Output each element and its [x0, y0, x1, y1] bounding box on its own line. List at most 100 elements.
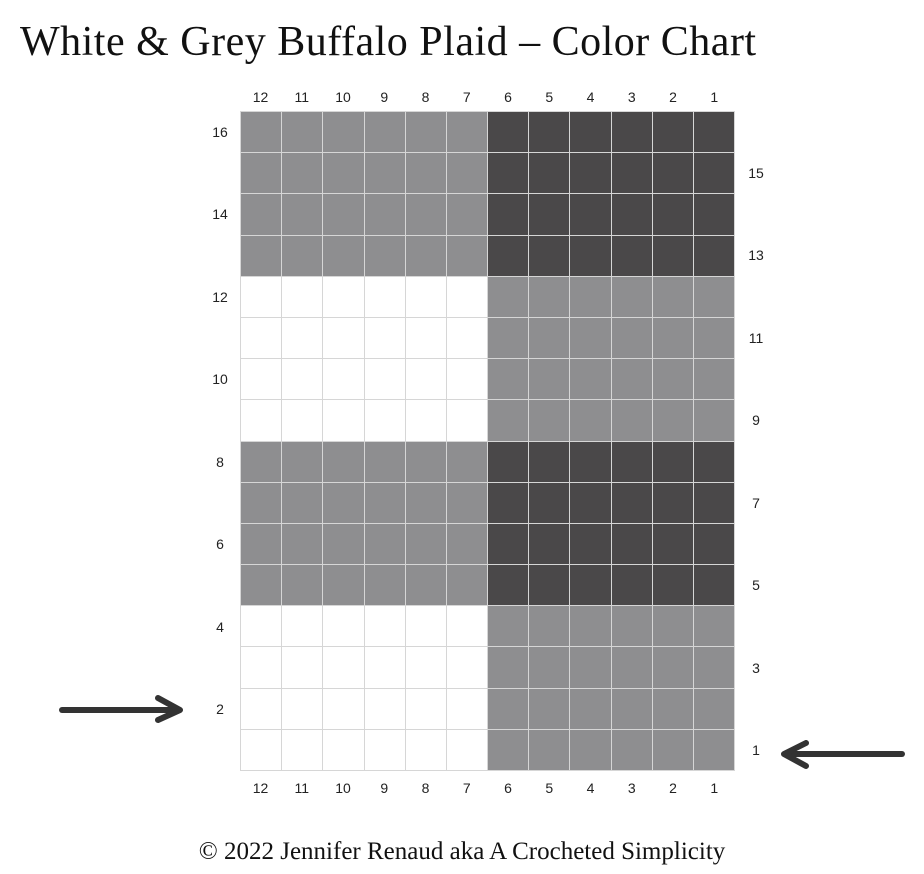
grid-cell-white: [282, 359, 323, 400]
grid-cell-grey: [364, 153, 405, 194]
grid-cell-grey: [241, 235, 282, 276]
grid-cell-white: [241, 729, 282, 770]
grid-cell-dark: [652, 482, 693, 523]
grid-cell-grey: [693, 606, 734, 647]
grid-cell-grey: [529, 647, 570, 688]
grid-cell-grey: [241, 565, 282, 606]
grid-cell-white: [364, 729, 405, 770]
grid-cell-white: [364, 276, 405, 317]
grid-cell-dark: [488, 194, 529, 235]
grid-cell-grey: [693, 647, 734, 688]
grid-cell-grey: [405, 523, 446, 565]
column-label-top: 12: [252, 89, 269, 105]
grid-cell-white: [405, 647, 446, 688]
grid-cell-dark: [488, 482, 529, 523]
grid-cell-dark: [652, 112, 693, 153]
grid-cell-grey: [405, 565, 446, 606]
column-label-top: 3: [627, 89, 636, 105]
grid-cell-white: [323, 359, 364, 400]
grid-cell-grey: [446, 112, 487, 153]
grid-cell-grey: [529, 359, 570, 400]
grid-cell-grey: [364, 482, 405, 523]
grid-cell-grey: [446, 565, 487, 606]
grid-cell-white: [323, 729, 364, 770]
grid-cell-white: [282, 606, 323, 647]
column-label-top: 9: [380, 89, 389, 105]
row-label-left: 10: [212, 371, 228, 388]
grid-cell-white: [364, 317, 405, 359]
grid-cell-white: [446, 729, 487, 770]
grid-cell-dark: [488, 441, 529, 482]
grid-cell-grey: [323, 112, 364, 153]
grid-cell-grey: [693, 359, 734, 400]
grid-cell-grey: [241, 194, 282, 235]
column-label-bottom: 7: [462, 780, 471, 796]
grid-cell-grey: [405, 235, 446, 276]
grid-cell-dark: [611, 441, 652, 482]
grid-cell-dark: [570, 441, 611, 482]
grid-cell-grey: [529, 317, 570, 359]
grid-cell-white: [446, 359, 487, 400]
column-label-bottom: 4: [586, 780, 595, 796]
grid-cell-dark: [611, 482, 652, 523]
grid-cell-grey: [323, 482, 364, 523]
grid-cell-grey: [446, 153, 487, 194]
grid-cell-dark: [693, 523, 734, 565]
grid-cell-dark: [693, 112, 734, 153]
row-label-left: 16: [212, 123, 228, 140]
grid-cell-white: [364, 400, 405, 441]
column-label-bottom: 10: [335, 780, 351, 796]
grid-cell-white: [323, 400, 364, 441]
grid-cell-grey: [652, 647, 693, 688]
grid-cell-grey: [652, 606, 693, 647]
right-arrow-icon: [781, 740, 905, 769]
grid-cell-grey: [693, 400, 734, 441]
grid-cell-grey: [611, 729, 652, 770]
grid-cell-white: [241, 276, 282, 317]
grid-cell-grey: [282, 194, 323, 235]
grid-cell-grey: [652, 276, 693, 317]
grid-cell-dark: [488, 153, 529, 194]
grid-cell-grey: [488, 317, 529, 359]
left-arrow-icon: [59, 695, 183, 723]
grid-cell-grey: [529, 688, 570, 729]
grid-cell-white: [323, 688, 364, 729]
grid-cell-grey: [611, 647, 652, 688]
row-label-right: 1: [752, 742, 760, 759]
grid-cell-grey: [570, 359, 611, 400]
grid-cell-white: [405, 276, 446, 317]
grid-cell-grey: [488, 729, 529, 770]
column-label-bottom: 5: [545, 780, 554, 796]
grid-cell-grey: [241, 112, 282, 153]
grid-cell-dark: [570, 194, 611, 235]
grid-cell-dark: [611, 235, 652, 276]
grid-cell-grey: [652, 729, 693, 770]
column-label-bottom: 9: [380, 780, 389, 796]
grid-cell-dark: [570, 482, 611, 523]
grid-cell-dark: [529, 112, 570, 153]
grid-cell-grey: [611, 400, 652, 441]
grid-cell-grey: [446, 482, 487, 523]
column-label-top: 10: [335, 89, 351, 105]
grid-cell-grey: [570, 606, 611, 647]
grid-cell-white: [405, 688, 446, 729]
grid-cell-dark: [570, 112, 611, 153]
grid-cell-grey: [488, 276, 529, 317]
grid-cell-grey: [529, 606, 570, 647]
grid-cell-white: [241, 317, 282, 359]
grid-cell-white: [446, 276, 487, 317]
grid-cell-grey: [282, 235, 323, 276]
grid-cell-grey: [693, 688, 734, 729]
row-label-left: 12: [212, 288, 228, 305]
grid-cell-grey: [652, 688, 693, 729]
grid-cell-dark: [652, 153, 693, 194]
grid-cell-grey: [652, 359, 693, 400]
grid-cell-white: [405, 317, 446, 359]
column-label-bottom: 6: [504, 780, 512, 796]
grid-cell-white: [241, 606, 282, 647]
grid-cell-grey: [570, 688, 611, 729]
grid-cell-grey: [364, 235, 405, 276]
grid-cell-white: [446, 688, 487, 729]
grid-cell-grey: [323, 194, 364, 235]
row-label-right: 7: [752, 494, 760, 511]
